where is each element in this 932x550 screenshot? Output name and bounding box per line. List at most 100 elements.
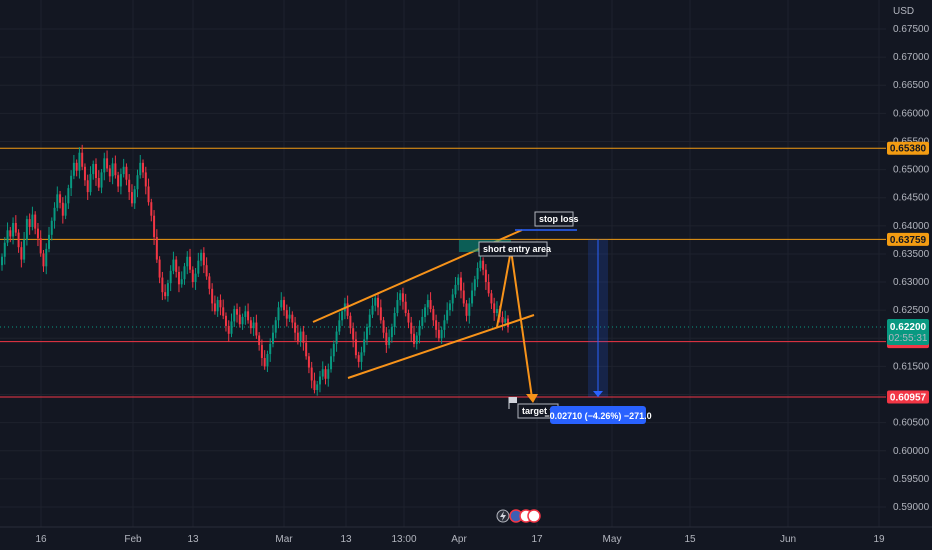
candle-body: [236, 309, 239, 315]
short-entry-label-bg: [478, 241, 548, 257]
price-badge: 0.60957: [887, 390, 929, 404]
candle: [349, 312, 352, 334]
candle-body: [97, 178, 100, 188]
candle: [142, 159, 145, 179]
candle-body: [454, 284, 457, 295]
x-axis[interactable]: 16 Feb 13 Mar 13 13:00 Apr 17 May 15 Jun 19: [35, 534, 885, 545]
candle-body: [421, 316, 424, 326]
candle-body: [1, 256, 3, 266]
candle-body: [341, 311, 344, 321]
candle-body: [158, 259, 161, 278]
candle: [136, 169, 139, 198]
short-entry-label: short entry area: [478, 241, 552, 257]
y-tick-label: 0.66500: [893, 80, 930, 91]
candle: [341, 307, 344, 326]
candle: [208, 273, 211, 295]
candle-body: [412, 333, 415, 344]
candle-body: [501, 316, 504, 323]
candle-body: [153, 215, 156, 238]
candle-body: [462, 290, 465, 304]
x-tick-label: 13:00: [391, 534, 416, 545]
x-tick-label: 15: [684, 534, 696, 545]
candle-body: [53, 207, 56, 221]
candle: [352, 322, 355, 348]
candle: [20, 241, 23, 268]
candles: [1, 144, 509, 396]
candle-body: [23, 239, 26, 260]
x-tick-label: Apr: [451, 534, 467, 545]
price-badge-text: 0.60957: [890, 392, 927, 403]
candle: [241, 313, 244, 330]
candle: [89, 166, 92, 196]
candle-body: [164, 292, 167, 297]
candle-body: [125, 166, 128, 180]
candle-body: [208, 276, 211, 289]
candle-body: [299, 331, 302, 342]
candle-body: [169, 270, 172, 284]
candle-body: [48, 234, 51, 249]
candle: [236, 303, 239, 323]
candle-body: [316, 384, 319, 391]
candle-body: [114, 163, 117, 176]
candle-body: [166, 283, 169, 297]
candle-body: [197, 260, 200, 274]
candle: [164, 284, 167, 300]
candle-body: [288, 314, 291, 319]
candle-body: [213, 303, 216, 312]
candle: [95, 158, 98, 186]
candle-body: [227, 325, 230, 334]
candle-body: [260, 345, 263, 358]
candle: [360, 346, 363, 370]
candle: [189, 248, 192, 274]
candle: [103, 152, 106, 181]
candle: [158, 256, 161, 284]
price-badge-text: 0.65380: [890, 144, 927, 155]
candle: [396, 292, 399, 317]
candle-body: [222, 307, 225, 316]
y-tick-label: 0.67000: [893, 52, 930, 63]
x-tick-label: Jun: [780, 534, 796, 545]
candle-body: [401, 293, 404, 302]
candle-body: [357, 355, 360, 362]
candle-body: [495, 309, 498, 313]
candle-body: [161, 277, 164, 293]
candle-body: [432, 309, 435, 321]
candle: [222, 299, 225, 320]
measure-label-bg: [550, 406, 646, 424]
candle: [14, 215, 17, 236]
candle-body: [313, 380, 316, 391]
candle-body: [150, 202, 153, 216]
candle: [197, 252, 200, 277]
candle-body: [390, 327, 393, 338]
candle: [34, 211, 37, 235]
candle-body: [189, 256, 192, 270]
candle-body: [277, 307, 280, 321]
candle-body: [241, 316, 244, 325]
candle-body: [64, 203, 67, 216]
candle: [56, 186, 59, 212]
candle: [368, 309, 371, 335]
candle: [111, 157, 114, 185]
candle: [75, 159, 78, 177]
x-tick-label: May: [603, 534, 622, 545]
candle-body: [437, 329, 440, 339]
candle-body: [186, 256, 189, 267]
y-tick-label: 0.60500: [893, 418, 930, 429]
candle-body: [224, 315, 227, 326]
candle-body: [352, 328, 355, 340]
candle: [332, 340, 335, 362]
candle: [238, 306, 241, 328]
candle: [177, 266, 180, 293]
candle: [382, 316, 385, 339]
candle-body: [504, 318, 507, 323]
channel-lower-line: [347, 314, 535, 379]
candle-body: [471, 290, 474, 304]
candle: [92, 160, 95, 180]
candle-body: [493, 303, 496, 313]
candle-body: [360, 352, 363, 362]
price-badge: 0.63759: [887, 232, 929, 246]
price-badge-bg: [887, 390, 929, 404]
candle: [50, 217, 53, 241]
candle-body: [183, 266, 186, 280]
